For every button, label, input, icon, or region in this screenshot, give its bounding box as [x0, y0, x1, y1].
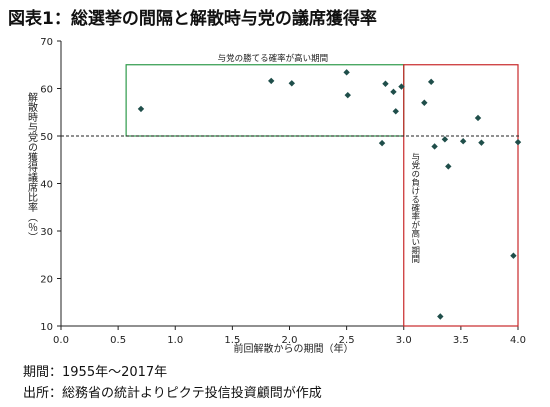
data-point [268, 77, 275, 85]
x-tick-label: 2.0 [282, 335, 298, 346]
lose-period-label: 与党の負ける確率が高い期間 [410, 153, 420, 264]
x-tick-label: 1.0 [167, 335, 183, 346]
y-tick-label: 30 [40, 227, 53, 238]
lose-period-box [403, 64, 519, 327]
data-point [392, 108, 399, 115]
y-tick-label: 20 [40, 275, 53, 286]
data-point [431, 143, 438, 150]
data-point [390, 88, 397, 96]
x-tick-label: 4.0 [510, 335, 526, 346]
data-point [441, 136, 449, 143]
data-point [510, 252, 517, 259]
data-point [398, 83, 405, 90]
y-tick-label: 40 [40, 180, 53, 191]
y-tick-label: 10 [40, 322, 53, 333]
axis-labels: 前回解散からの期間（年） 解散時与党の獲得議席比率（％） [26, 91, 354, 355]
x-tick-label: 1.5 [224, 335, 240, 346]
axes: 10 20 30 40 50 60 70 0.0 0.5 1.0 1.5 2.0 2.5 3.0 3.5 4.… [40, 37, 526, 346]
data-point [445, 163, 452, 170]
data-point [478, 139, 485, 146]
data-point [343, 69, 350, 76]
x-axis-title: 前回解散からの期間（年） [234, 342, 354, 355]
x-tick-label: 2.5 [339, 335, 355, 346]
win-period-box [125, 64, 405, 137]
x-tick-label: 0.5 [110, 335, 126, 346]
x-tick-label: 3.0 [396, 335, 412, 346]
data-points [137, 69, 522, 320]
data-point [382, 80, 389, 87]
data-point [427, 78, 435, 86]
data-point [474, 114, 482, 122]
data-point [421, 99, 428, 106]
y-tick-label: 60 [40, 85, 53, 96]
x-tick-label: 3.5 [453, 335, 469, 346]
chart-title: 図表1：総選挙の間隔と解散時与党の議席獲得率 [8, 9, 377, 29]
y-tick-label: 70 [40, 37, 53, 48]
data-point [344, 91, 351, 99]
data-point [437, 313, 444, 320]
y-tick-label: 50 [40, 132, 53, 143]
x-tick-label: 0.0 [53, 335, 69, 346]
y-axis-title: 解散時与党の獲得議席比率（％） [26, 91, 38, 242]
data-point [288, 80, 295, 87]
source-note: 出所：総務省の統計よりピクテ投信投資顧問が作成 [23, 386, 322, 401]
data-point [514, 138, 522, 146]
data-point [137, 105, 145, 113]
period-note: 期間：1955年～2017年 [23, 365, 168, 380]
data-point [459, 138, 467, 145]
data-point [378, 139, 386, 147]
win-period-label: 与党の勝てる確率が高い期間 [218, 53, 329, 64]
